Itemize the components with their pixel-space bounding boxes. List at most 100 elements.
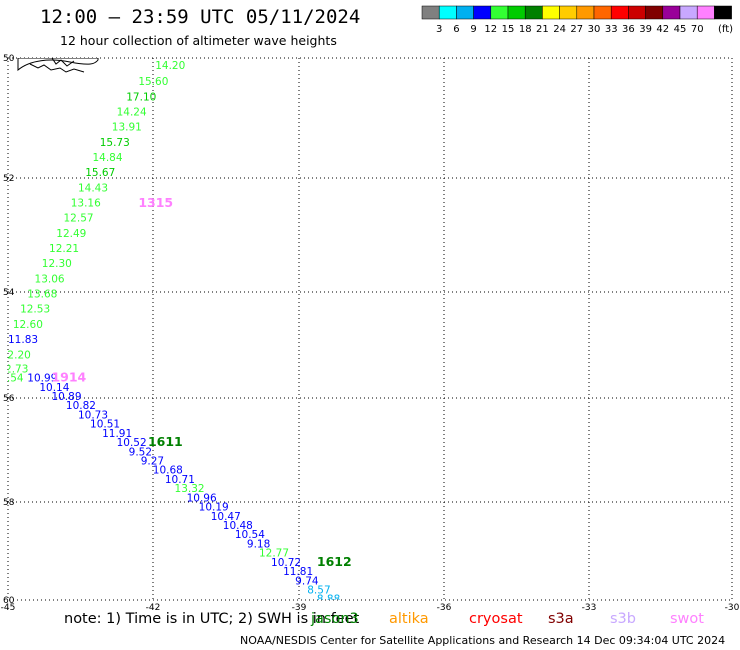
wave-height-label: 11.81: [283, 566, 313, 578]
y-tick-label: 60: [3, 596, 15, 606]
wave-height-label: 15.67: [85, 167, 115, 179]
wave-height-label: 12.54: [0, 373, 24, 385]
colorbar-label: 36: [622, 24, 635, 35]
wave-height-label: 12.57: [64, 213, 94, 225]
wave-height-label: 13.16: [71, 198, 101, 210]
x-tick-label: -33: [582, 603, 597, 613]
colorbar-unit: (ft): [718, 24, 733, 35]
wave-height-label: 10.52: [117, 437, 147, 449]
wave-height-label: 11.83: [8, 334, 38, 346]
wave-height-label: 12.73: [0, 363, 28, 375]
colorbar-label: 24: [553, 24, 566, 35]
wave-height-label: 15.73: [100, 137, 130, 149]
y-tick-label: 50: [3, 54, 15, 64]
colorbar-label: 6: [453, 24, 459, 35]
x-tick-label: -45: [1, 603, 16, 613]
wave-height-label: 9.18: [247, 538, 270, 550]
footer-note: note: 1) Time is in UTC; 2) SWH is in fe…: [64, 611, 360, 627]
wave-height-label: 14.84: [92, 152, 122, 164]
time-label: 1611: [148, 434, 183, 449]
wave-height-label: 10.47: [211, 511, 241, 523]
wave-height-label: 13.06: [35, 273, 65, 285]
wave-height-label: 12.21: [49, 243, 79, 255]
wave-height-label: 10.99: [27, 373, 57, 385]
chart-subtitle: 12 hour collection of altimeter wave hei…: [60, 33, 337, 48]
wave-height-label: 13.91: [112, 122, 142, 134]
wave-height-label: 12.77: [259, 548, 289, 560]
colorbar-label: 9: [470, 24, 476, 35]
satellite-cryosat: cryosat: [469, 611, 523, 627]
wave-height-chart: 50 52 54 56 58 60-45 -42 -39 -36 -33 -30 14.20 15.6…: [0, 54, 740, 613]
wave-height-label: 17.10: [126, 91, 156, 103]
colorbar-swatch-17: [714, 5, 732, 20]
wave-height-label: 9.27: [141, 456, 164, 468]
wave-height-label: 10.48: [223, 520, 253, 532]
wave-height-label: 13.32: [175, 483, 205, 495]
wave-height-label: 12.60: [13, 319, 43, 331]
colorbar-label: 42: [656, 24, 669, 35]
satellite-s3b: s3b: [610, 611, 636, 627]
satellite-swot: swot: [670, 611, 704, 627]
chart-title: 12:00 — 23:59 UTC 05/11/2024: [40, 6, 361, 28]
y-tick-label: 58: [3, 498, 15, 508]
colorbar-label: 18: [519, 24, 532, 35]
wave-height-label: 10.72: [271, 557, 301, 569]
wave-height-label: 12.30: [42, 258, 72, 270]
x-tick-label: -30: [725, 603, 740, 613]
x-tick-label: -42: [146, 603, 161, 613]
y-tick-label: 54: [3, 288, 15, 298]
axis-ticks: 50 52 54 56 58 60-45 -42 -39 -36 -33 -30: [1, 54, 740, 613]
colorbar-label: 15: [502, 24, 515, 35]
time-labels: 13151914161116121613: [51, 195, 352, 569]
colorbar-labels: 3 6 9 12 15 18 21 24 27 30 33 36 39 42 45 70: [436, 24, 704, 35]
colorbar-label: 33: [605, 24, 618, 35]
colorbar-label: 39: [639, 24, 652, 35]
coastline: [17, 58, 99, 73]
time-label: 1612: [317, 554, 352, 569]
wave-height-label: 10.51: [90, 419, 120, 431]
wave-height-label: 9.74: [295, 575, 319, 587]
wave-height-label: 11.91: [102, 428, 132, 440]
wave-height-label: 10.54: [235, 529, 265, 541]
wave-height-label: 10.19: [199, 502, 229, 514]
wave-height-label: 14.20: [155, 60, 185, 72]
colorbar-label: 30: [588, 24, 601, 35]
time-label: 1315: [138, 195, 173, 210]
wave-height-label: 8.57: [307, 584, 330, 596]
satellite-jason3: jason3: [311, 611, 359, 627]
time-label: 1914: [51, 370, 86, 385]
x-tick-label: -39: [292, 603, 307, 613]
footer-credit: NOAA/NESDIS Center for Satellite Applica…: [240, 634, 726, 647]
colorbar-label: 12: [484, 24, 497, 35]
wave-height-label: 14.24: [117, 106, 147, 118]
wave-height-label: 10.14: [39, 382, 69, 394]
wave-height-label: 14.43: [78, 182, 108, 194]
wave-height-label: 15.60: [138, 76, 168, 88]
wave-height-label: 10.96: [187, 492, 217, 504]
colorbar-label: 3: [436, 24, 442, 35]
colorbar-label: 70: [691, 24, 704, 35]
wave-height-label: 10.89: [51, 391, 81, 403]
chart-grid: [7, 57, 733, 601]
colorbar-label: 27: [570, 24, 583, 35]
wave-height-label: 12.20: [1, 349, 31, 361]
plot-frame: [7, 57, 733, 601]
wave-height-label: 10.73: [78, 409, 108, 421]
colorbar-swatches: [421, 5, 732, 20]
satellite-altika: altika: [389, 611, 429, 627]
wave-height-label: 12.49: [56, 228, 86, 240]
wave-height-label: 13.68: [27, 289, 57, 301]
wave-height-label: 10.71: [165, 474, 195, 486]
wave-height-label: 9.52: [129, 446, 152, 458]
colorbar-label: 21: [536, 24, 549, 35]
colorbar-label: 45: [674, 24, 687, 35]
y-tick-label: 52: [3, 174, 14, 184]
wave-height-label: 8.88: [317, 594, 340, 606]
satellite-s3a: s3a: [548, 611, 574, 627]
wave-height-points: 14.20 15.60 17.10 14.24 13.91 15.73 14.84 15.67…: [0, 60, 340, 606]
x-tick-label: -36: [437, 603, 452, 613]
wave-height-label: 12.53: [20, 304, 50, 316]
wave-height-label: 10.82: [66, 400, 96, 412]
wave-height-label: 10.68: [153, 465, 183, 477]
